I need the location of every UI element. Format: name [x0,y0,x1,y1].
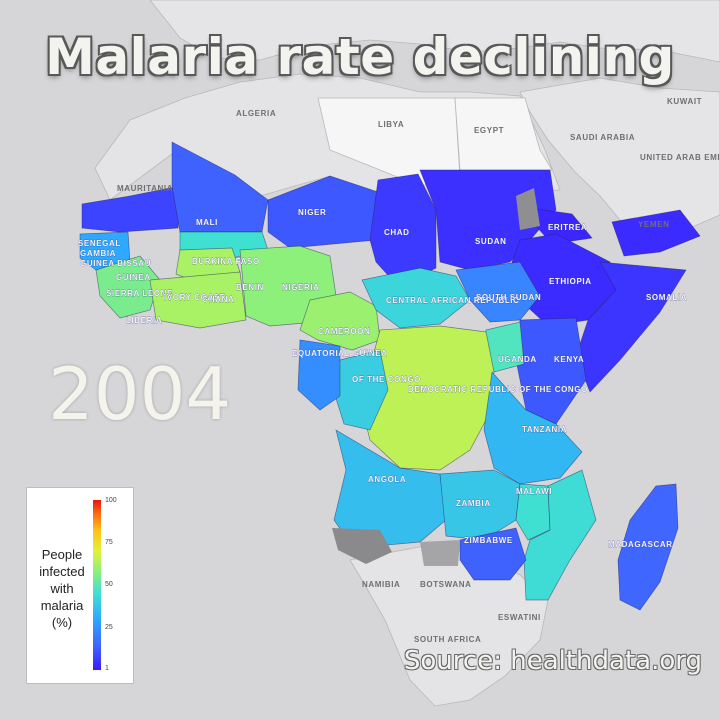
label-gambia: GAMBIA [80,249,116,258]
label-somalia: SOMALIA [646,293,687,302]
label-botswana: BOTSWANA [420,580,471,589]
europe-landmass [149,0,720,63]
label-kuwait: KUWAIT [667,97,702,106]
label-uae: UNITED ARAB EMIRATES [640,153,720,162]
region-tanzania [483,371,583,485]
egypt-region [454,97,553,171]
region-cameroon [299,291,381,351]
year-label: 2004 [48,352,232,436]
legend-title: People infected with malaria (%) [31,546,93,631]
region-zimbabwe [459,527,527,581]
region-gabon [297,339,341,411]
label-zimbabwe: ZIMBABWE [464,536,513,545]
legend-tick-1: 1 [105,665,109,672]
legend-tick-25: 25 [105,624,113,631]
label-republic-of-congo: OF THE CONGO [352,375,421,384]
label-drc: DEMOCRATIC REPUBLIC OF THE CONGO [408,385,588,394]
label-south-africa: SOUTH AFRICA [414,635,481,644]
label-eswatini: ESWATINI [498,613,541,622]
label-kenya: KENYA [554,355,584,364]
label-yemen: YEMEN [638,220,669,229]
label-malawi: MALAWI [516,487,552,496]
label-chad: CHAD [384,228,410,237]
label-sudan: SUDAN [475,237,506,246]
label-guinea-bissau: GUINEA BISSAU [80,259,151,268]
headline-title: Malaria rate declining [45,28,675,86]
legend-tick-75: 75 [105,539,113,546]
region-malawi [515,483,551,541]
label-eritrea: ERITREA [548,223,587,232]
label-benin: BENIN [236,283,264,292]
label-senegal: SENEGAL [78,239,121,248]
label-zambia: ZAMBIA [456,499,491,508]
label-burkina-faso: BURKINA FASO [192,257,260,266]
label-ethiopia: ETHIOPIA [549,277,592,286]
label-mauritania: MAURITANIA [117,184,173,193]
label-nigeria: NIGERIA [282,283,320,292]
region-mozambique [523,469,597,601]
label-egypt: EGYPT [474,126,504,135]
legend-title-line: People [41,547,83,562]
label-namibia: NAMIBIA [362,580,400,589]
region-car [361,267,471,329]
label-sierra-leone: SIERRA LEONE [106,289,173,298]
source-credit: Source: healthdata.org [403,646,702,676]
region-yemen [611,209,701,257]
label-liberia: LIBERIA [126,316,162,325]
no-data-patch-north [516,188,540,230]
region-mauritania [81,185,181,233]
legend-tick-100: 100 [105,497,117,504]
label-south-sudan: SOUTH SUDAN [476,293,541,302]
label-guinea: GUINEA [116,273,151,282]
label-angola: ANGOLA [368,475,406,484]
legend-title-line: with [50,581,74,596]
legend-tick-50: 50 [105,581,113,588]
label-uganda: UGANDA [498,355,537,364]
no-data-patch-botswana [420,540,460,566]
label-equatorial-guinea: EQUATORIAL GUINEA [292,349,388,358]
label-cameroon: CAMEROON [318,327,370,336]
label-car: CENTRAL AFRICAN REPUBLIC [386,296,520,305]
label-mali: MALI [196,218,218,227]
legend-color-ramp [93,500,101,670]
region-guinea [95,255,161,319]
legend-title-line: infected [39,564,85,579]
label-niger: NIGER [298,208,326,217]
label-ivory-coast: IVORY COAST [164,293,225,302]
no-data-patch-south [332,528,392,564]
label-madagascar: MADAGASCAR [608,540,673,549]
legend-title-line: malaria [40,598,84,613]
region-ghana [149,271,247,329]
label-algeria: ALGERIA [236,109,276,118]
label-saudi-arabia: SAUDI ARABIA [570,133,635,142]
label-ghana: GHANA [202,295,234,304]
color-legend: People infected with malaria (%) 100 75 … [26,487,134,684]
region-madagascar [617,483,679,611]
country-labels: ALGERIA LIBYA EGYPT SAUDI ARABIA KUWAIT … [78,97,720,644]
choropleth-regions [79,141,701,611]
legend-title-line: (%) [51,615,73,630]
label-tanzania: TANZANIA [522,425,567,434]
label-libya: LIBYA [378,120,404,129]
region-somalia [575,261,687,393]
